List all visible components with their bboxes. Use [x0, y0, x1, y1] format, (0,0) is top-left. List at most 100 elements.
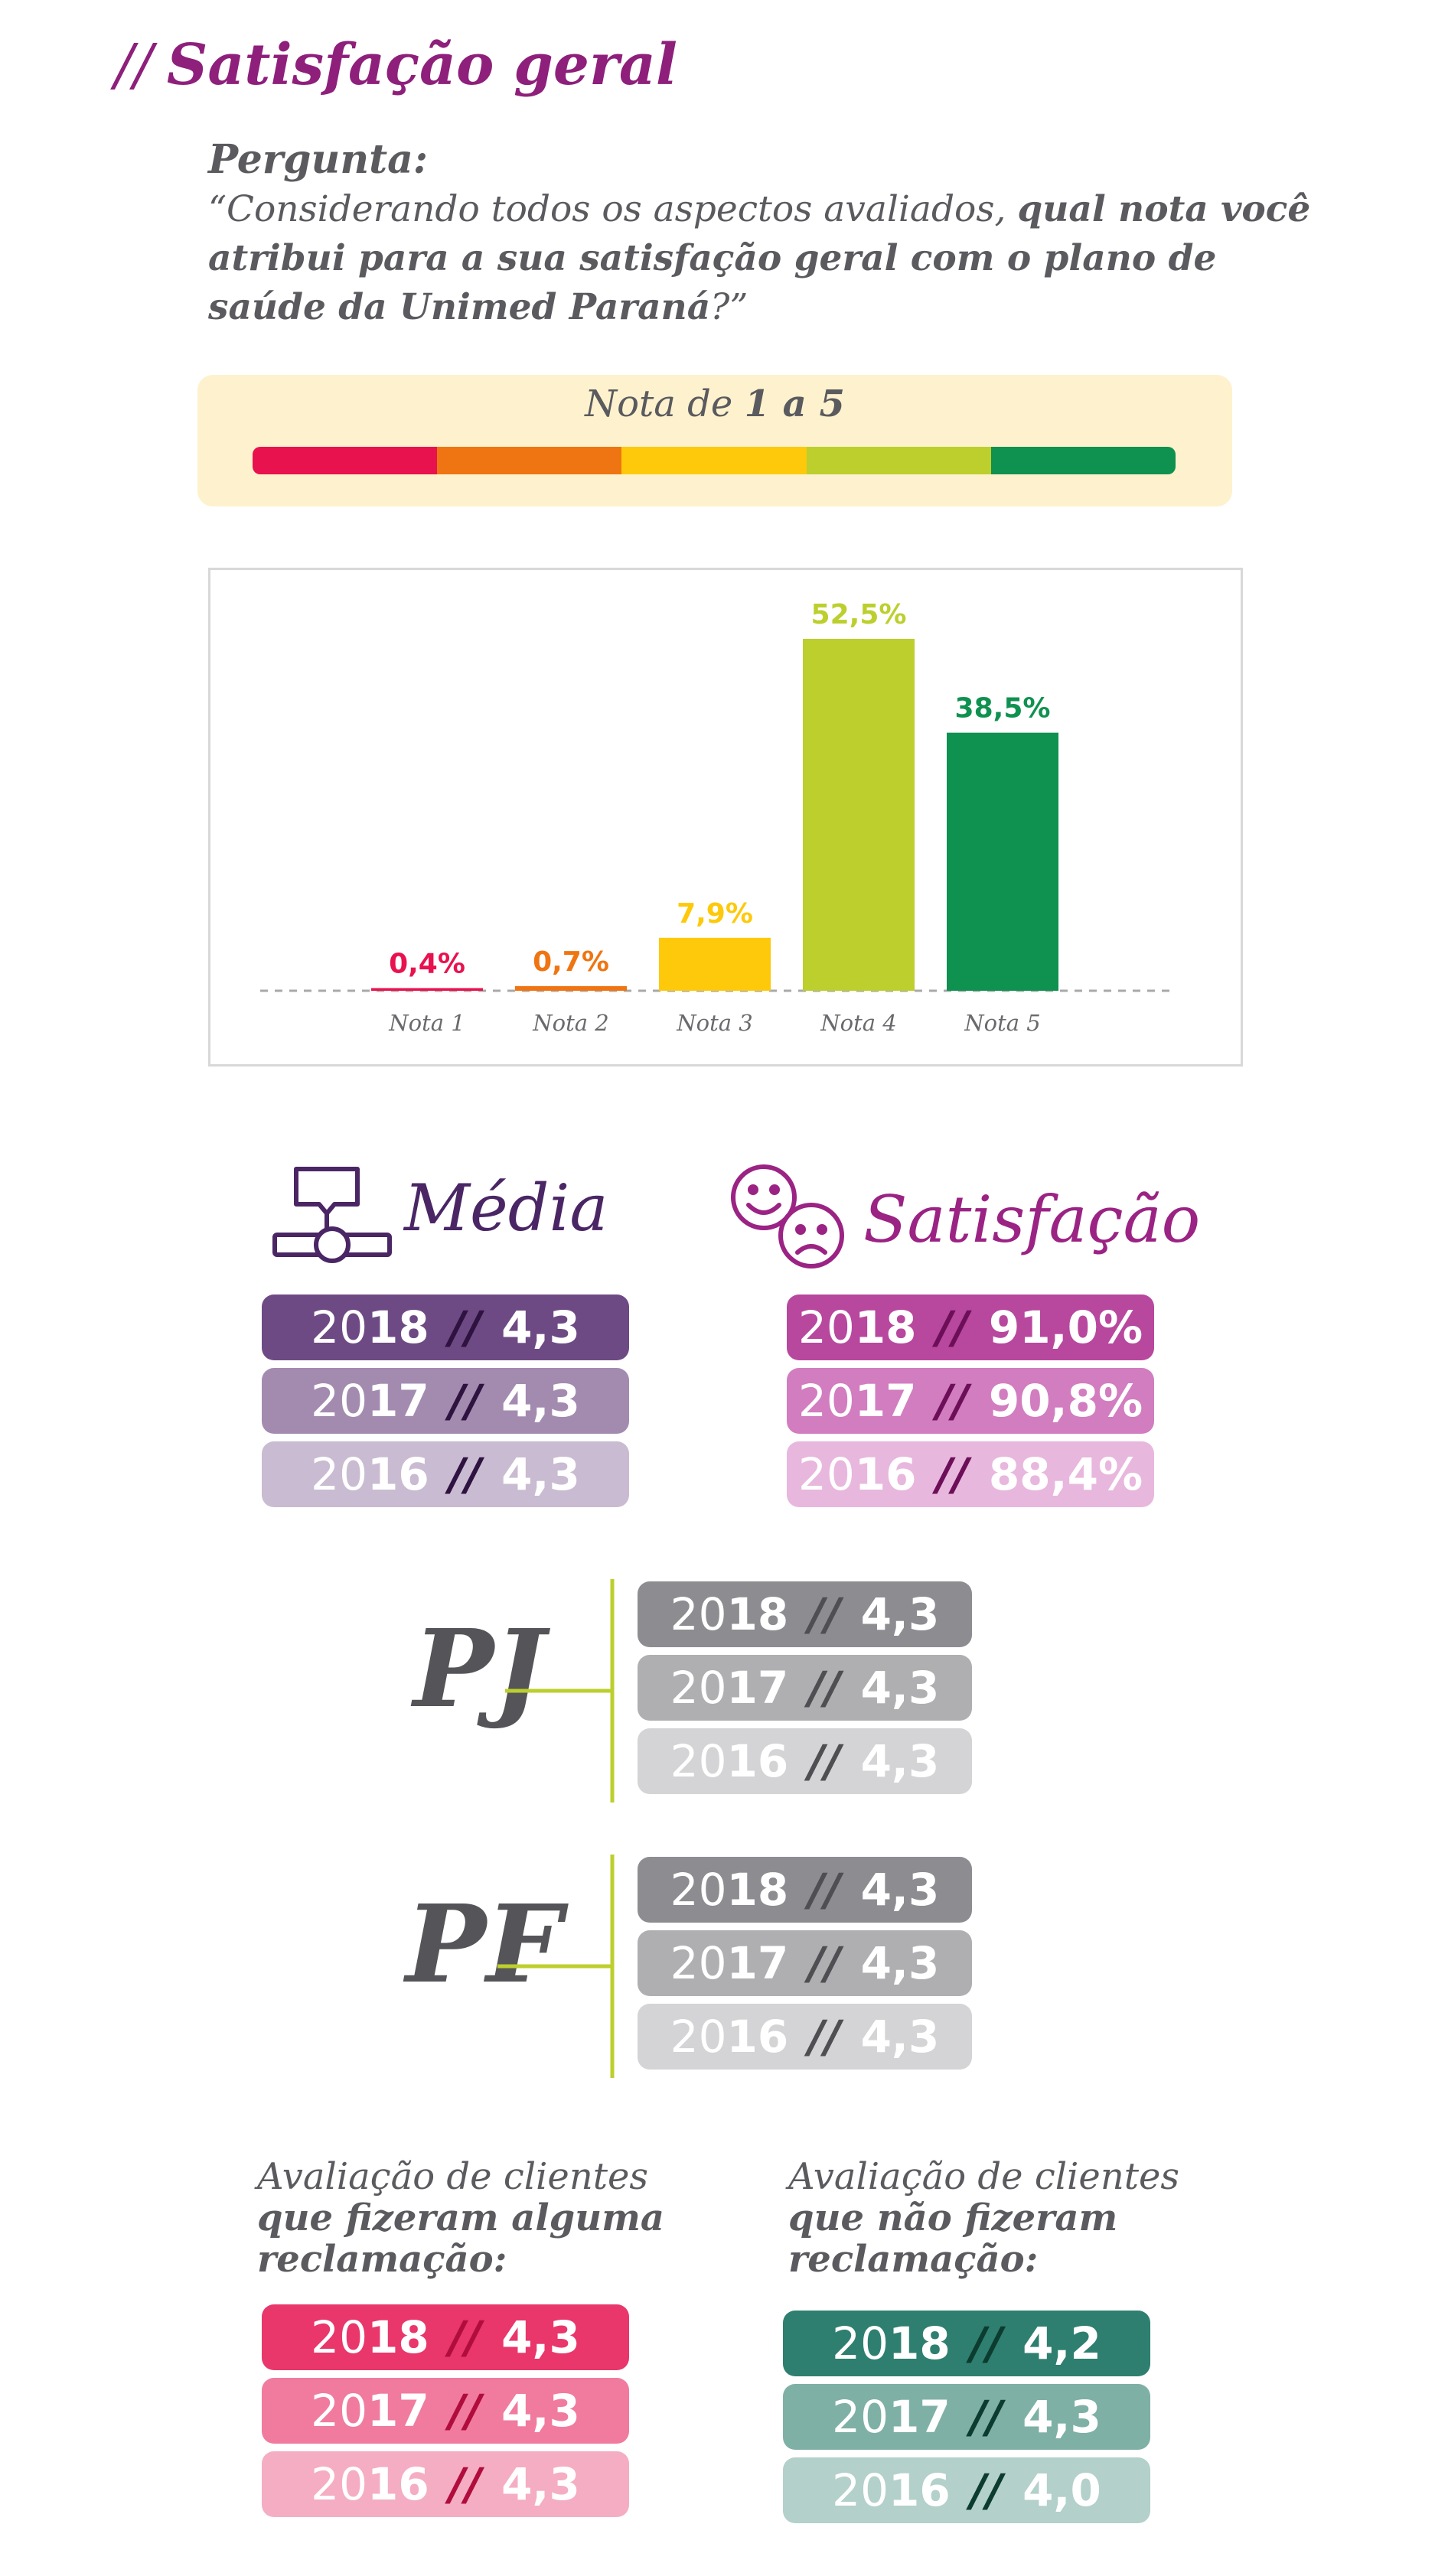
pill-value: 4,0 [1022, 2464, 1101, 2516]
bar-value-label-1: 0,4% [389, 948, 465, 979]
satisfacao-title: Satisfação [863, 1182, 1201, 1257]
satisfacao-pill-2017: 2017 // 90,8% [787, 1368, 1154, 1434]
pill-year: 2018 [797, 1301, 917, 1353]
pill-separator: // [448, 2311, 482, 2363]
pill-separator: // [448, 1301, 482, 1353]
reclamacao-caption: Avaliação de clientes que fizeram alguma… [257, 2156, 664, 2280]
question-label: Pergunta: [208, 136, 429, 183]
bar-chart: 0,4% Nota 1 0,7% Nota 2 7,9% Nota 3 52,5% Nota … [208, 568, 1243, 1067]
sem-reclamacao-line1: Avaliação de clientes [788, 2155, 1180, 2198]
scale-segment-2 [437, 447, 622, 474]
reclamacao-pill-2018: 2018 // 4,3 [262, 2304, 629, 2370]
category-label-1: Nota 1 [388, 1010, 465, 1036]
pill-separator: // [448, 2385, 482, 2437]
bar-value-label-2: 0,7% [533, 946, 609, 978]
title-text: Satisfação geral [166, 32, 677, 98]
pill-year: 2018 [832, 2317, 951, 2369]
pf-branch-line [497, 1855, 615, 2078]
pill-separator: // [448, 1448, 482, 1500]
question-open: “Considerando todos os aspectos avaliado… [208, 188, 1018, 230]
pill-value: 4,2 [1022, 2317, 1101, 2369]
pill-value: 91,0% [988, 1301, 1143, 1353]
pill-value: 4,3 [860, 1937, 940, 1989]
pill-year: 2016 [311, 1448, 429, 1500]
reclamacao-pill-2016: 2016 // 4,3 [262, 2451, 629, 2517]
pf-pill-2016: 2016 // 4,3 [638, 2004, 972, 2070]
pill-year: 2016 [670, 2011, 789, 2063]
pill-year: 2016 [311, 2458, 429, 2510]
sem-reclamacao-pill-2018: 2018 // 4,2 [783, 2311, 1150, 2376]
pill-value: 4,3 [501, 1375, 580, 1427]
bar-value-label-4: 52,5% [811, 599, 907, 630]
pill-year: 2018 [311, 2311, 429, 2363]
category-label-5: Nota 5 [964, 1010, 1040, 1036]
pill-separator: // [970, 2391, 1003, 2443]
satisfacao-pill-2018: 2018 // 91,0% [787, 1295, 1154, 1360]
pill-separator: // [808, 1588, 841, 1640]
media-scale-icon [272, 1167, 392, 1263]
chart-svg: 0,4% Nota 1 0,7% Nota 2 7,9% Nota 3 52,5% Nota … [260, 599, 1171, 1036]
pill-year: 2016 [797, 1448, 917, 1500]
sem-reclamacao-pill-2016: 2016 // 4,0 [783, 2457, 1150, 2523]
question-text: “Considerando todos os aspectos avaliado… [208, 185, 1326, 332]
pill-year: 2018 [311, 1301, 429, 1353]
category-label-4: Nota 4 [820, 1010, 896, 1036]
pill-separator: // [808, 1864, 841, 1916]
pill-value: 4,3 [501, 1301, 580, 1353]
pj-branch-line [505, 1579, 615, 1803]
pj-label: PJ [413, 1607, 545, 1732]
pill-separator: // [936, 1301, 969, 1353]
reclamacao-line2: que fizeram alguma [257, 2197, 664, 2239]
scale-bar [253, 447, 1176, 474]
scale-segment-3 [621, 447, 807, 474]
pill-year: 2018 [670, 1864, 789, 1916]
category-label-2: Nota 2 [532, 1010, 608, 1036]
question-bold: qual nota você atribui para a sua satisf… [208, 188, 1311, 328]
scale-label: Nota de 1 a 5 [197, 383, 1232, 425]
pill-value: 4,3 [501, 2458, 580, 2510]
pf-label: PF [406, 1882, 563, 2008]
bar-2 [515, 985, 627, 991]
pill-value: 4,3 [860, 1662, 940, 1714]
pf-pill-2017: 2017 // 4,3 [638, 1930, 972, 1996]
sem-reclamacao-caption: Avaliação de clientes que não fizeram re… [788, 2156, 1179, 2280]
smiley-faces-icon [731, 1164, 844, 1268]
pj-pill-2018: 2018 // 4,3 [638, 1581, 972, 1647]
satisfacao-pill-2016: 2016 // 88,4% [787, 1441, 1154, 1507]
media-pill-2016: 2016 // 4,3 [262, 1441, 629, 1507]
pill-year: 2016 [670, 1735, 789, 1787]
pill-separator: // [448, 1375, 482, 1427]
reclamacao-line1: Avaliação de clientes [257, 2155, 649, 2198]
pill-year: 2017 [670, 1937, 789, 1989]
question-close: ?” [710, 286, 748, 328]
pill-value: 4,3 [1022, 2391, 1101, 2443]
scale-segment-1 [253, 447, 438, 474]
scale-prefix: Nota de [585, 383, 745, 425]
pill-year: 2017 [670, 1662, 789, 1714]
pill-year: 2017 [832, 2391, 951, 2443]
pill-year: 2017 [797, 1375, 917, 1427]
reclamacao-pill-2017: 2017 // 4,3 [262, 2378, 629, 2444]
pill-separator: // [936, 1448, 969, 1500]
pill-value: 4,3 [501, 2385, 580, 2437]
media-title: Média [404, 1171, 608, 1246]
pill-year: 2016 [832, 2464, 951, 2516]
pill-separator: // [448, 2458, 482, 2510]
pill-value: 4,3 [501, 1448, 580, 1500]
bar-value-label-3: 7,9% [677, 898, 753, 930]
pill-value: 4,3 [860, 2011, 940, 2063]
pill-value: 4,3 [501, 2311, 580, 2363]
pj-pill-2016: 2016 // 4,3 [638, 1728, 972, 1794]
pill-separator: // [936, 1375, 969, 1427]
reclamacao-line3: reclamação: [257, 2238, 507, 2281]
pill-value: 4,3 [860, 1588, 940, 1640]
sem-reclamacao-line3: reclamação: [788, 2238, 1039, 2281]
title-slashes: // [115, 32, 153, 98]
pill-separator: // [970, 2317, 1003, 2369]
bar-1 [371, 988, 483, 991]
pj-pill-2017: 2017 // 4,3 [638, 1655, 972, 1721]
pill-value: 88,4% [988, 1448, 1143, 1500]
bar-5 [947, 732, 1058, 991]
pf-pill-2018: 2018 // 4,3 [638, 1857, 972, 1923]
media-pill-2018: 2018 // 4,3 [262, 1295, 629, 1360]
